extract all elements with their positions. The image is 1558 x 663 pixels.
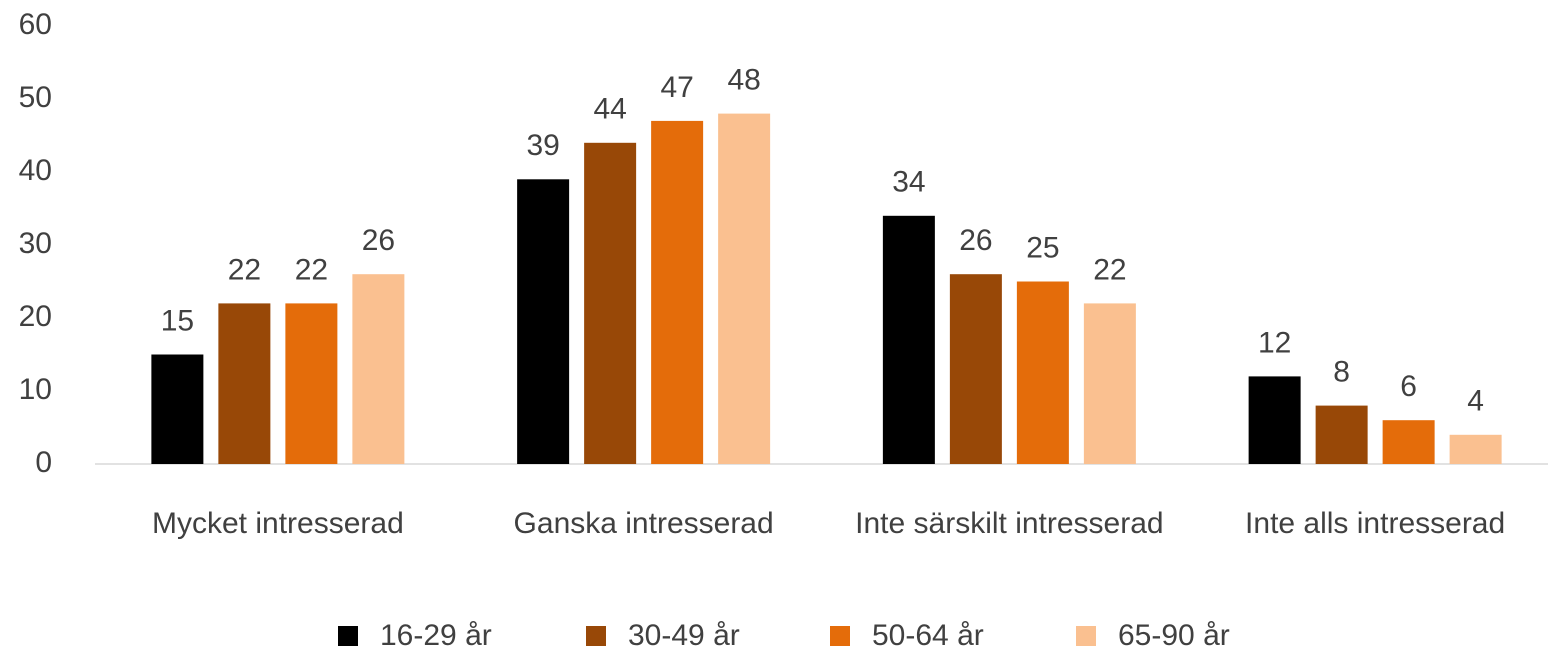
y-tick-label: 20: [19, 300, 52, 333]
data-label: 44: [593, 93, 626, 126]
data-label: 22: [295, 253, 328, 286]
bar: [718, 113, 771, 464]
legend-swatch: [830, 626, 850, 646]
x-tick-label: Inte särskilt intresserad: [855, 507, 1164, 540]
data-label: 25: [1026, 231, 1059, 264]
data-label: 26: [362, 224, 395, 257]
data-label: 6: [1400, 370, 1417, 403]
legend-swatch: [586, 626, 606, 646]
x-tick-label: Inte alls intresserad: [1245, 507, 1506, 540]
y-tick-label: 0: [35, 446, 52, 479]
y-tick-label: 40: [19, 154, 52, 187]
y-tick-label: 10: [19, 373, 52, 406]
bar: [949, 274, 1002, 464]
data-label: 15: [161, 304, 194, 337]
bar: [218, 303, 271, 464]
legend-label: 65-90 år: [1118, 619, 1230, 652]
data-label: 8: [1333, 356, 1350, 389]
y-tick-label: 30: [19, 227, 52, 260]
bar: [882, 215, 935, 464]
bar: [1449, 434, 1502, 464]
bar: [584, 142, 637, 465]
legend-swatch: [338, 626, 358, 646]
data-label: 48: [727, 64, 760, 97]
bar: [1016, 281, 1069, 464]
bar: [517, 179, 570, 465]
legend-swatch: [1076, 626, 1096, 646]
y-tick-label: 50: [19, 81, 52, 114]
data-label: 34: [892, 166, 925, 199]
data-label: 22: [1093, 253, 1126, 286]
data-label: 4: [1467, 385, 1484, 418]
bar: [1382, 420, 1435, 464]
data-label: 26: [959, 224, 992, 257]
bar: [151, 354, 204, 464]
x-tick-label: Mycket intresserad: [152, 507, 404, 540]
legend-label: 30-49 år: [628, 619, 740, 652]
legend-label: 50-64 år: [872, 619, 984, 652]
data-label: 39: [526, 129, 559, 162]
bar: [352, 274, 405, 464]
bar: [285, 303, 338, 464]
y-tick-label: 60: [19, 8, 52, 41]
bar: [651, 120, 704, 465]
data-label: 12: [1258, 326, 1291, 359]
bar: [1315, 405, 1368, 464]
bar: [1083, 303, 1136, 464]
data-label: 22: [228, 253, 261, 286]
x-tick-label: Ganska intresserad: [513, 507, 774, 540]
legend-label: 16-29 år: [380, 619, 492, 652]
data-label: 47: [660, 71, 693, 104]
bar: [1248, 376, 1301, 464]
